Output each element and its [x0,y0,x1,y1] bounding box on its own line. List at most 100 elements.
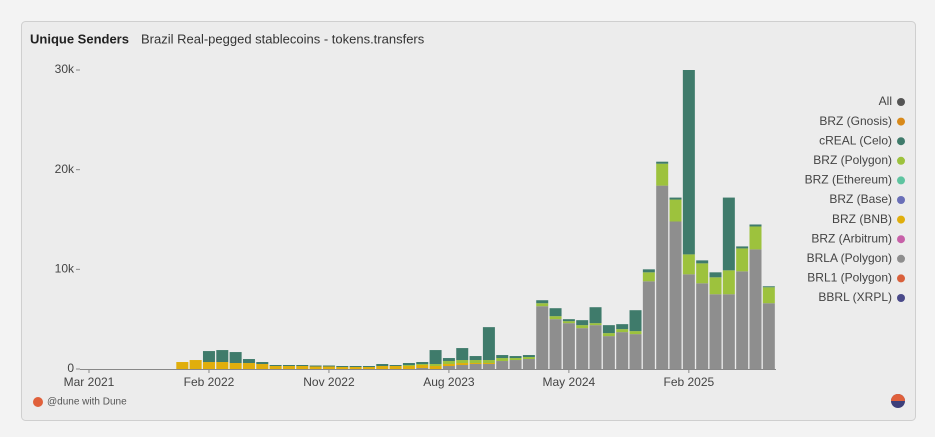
bar-segment [709,277,722,295]
bar-segment [562,321,575,324]
bar-segment [469,364,482,369]
bar-segment [722,197,735,271]
bar-segment [429,350,442,365]
bar-segment [216,350,229,363]
bar-segment [616,332,629,369]
bar-segment [362,367,375,369]
bar-segment [482,327,495,361]
bar-segment [682,70,695,255]
bar-segment [656,185,669,369]
bar-segment [549,319,562,369]
bar-segment [522,357,535,360]
bar-segment [242,359,255,364]
bar-segment [416,362,429,365]
bar-segment [642,281,655,369]
bar-segment [469,363,482,365]
bar-segment [522,355,535,358]
bar-segment [376,366,389,369]
bar-segment [269,366,282,369]
bar-segment [482,363,495,365]
x-tick-label: Nov 2022 [303,375,355,389]
bar-segment [309,365,322,367]
legend-swatch [897,215,905,224]
legend-swatch [897,235,905,244]
legend-swatch [897,254,905,263]
bar-segment [496,358,509,362]
x-tick-label: May 2024 [543,375,596,389]
bar-segment [402,366,415,369]
bar-segment [349,367,362,369]
bar-segment [736,248,749,272]
bar-segment [202,362,215,369]
bar-segment [602,336,615,369]
card [21,21,916,421]
bar-segment [762,303,775,369]
bar-segment [296,365,309,367]
bar-segment [749,226,762,250]
legend-swatch [897,137,905,146]
bar-segment [402,365,415,367]
bar-segment [482,364,495,369]
dune-logo [33,397,43,407]
legend-swatch [897,117,905,126]
bar-segment [762,286,775,288]
bar-segment [376,364,389,367]
chart-title: Unique Senders [30,31,129,46]
bar-segment [562,319,575,322]
legend-label: BRZ (Ethereum) [805,173,892,187]
y-tick-label: 30k [55,62,75,76]
bar-segment [576,325,589,329]
x-tick-label: Feb 2022 [184,375,235,389]
bar-segment [709,294,722,369]
bar-segment [402,363,415,366]
bar-segment [456,360,469,364]
footer[interactable]: @dune with Dune [47,397,127,408]
legend-label: BRZ (BNB) [832,212,892,226]
bar-segment [509,360,522,369]
bar-segment [216,362,229,369]
bar-segment [456,348,469,361]
bar-segment [669,199,682,222]
legend-label: BRLA (Polygon) [807,251,892,265]
bar-segment [509,358,522,361]
bar-segment [269,365,282,367]
bar-segment [176,362,189,369]
bar-segment [536,300,549,304]
bar-segment [709,272,722,278]
legend-swatch [897,274,905,283]
bar-segment [589,307,602,324]
legend-label: BRZ (Arbitrum) [811,231,892,245]
bar-segment [629,334,642,369]
x-tick-label: Aug 2023 [423,375,475,389]
bar-segment [736,246,749,249]
bar-segment [682,274,695,369]
bar-segment [602,333,615,337]
legend-swatch [897,196,905,204]
bar-segment [256,364,269,369]
bar-segment [576,320,589,326]
bar-segment [309,366,322,369]
bar-segment [336,367,349,369]
bar-segment [349,366,362,368]
bar-segment [616,329,629,333]
bar-segment [509,356,522,359]
legend-swatch [897,98,905,106]
bar-segment [602,325,615,334]
legend-label: BRZ (Base) [829,192,892,206]
bar-segment [362,366,375,368]
legend-label: BBRL (XRPL) [818,290,892,304]
bar-segment [229,363,242,369]
bar-segment [442,364,455,367]
bar-segment [549,308,562,317]
legend-label: BRL1 (Polygon) [807,271,892,285]
bar-segment [416,368,429,369]
bar-segment [749,249,762,369]
bar-segment [696,283,709,369]
bar-segment [429,364,442,367]
bar-segment [749,224,762,227]
bar-segment [416,364,429,366]
y-tick-label: 20k [55,162,75,176]
bar-segment [589,325,602,369]
bar-segment [256,362,269,365]
